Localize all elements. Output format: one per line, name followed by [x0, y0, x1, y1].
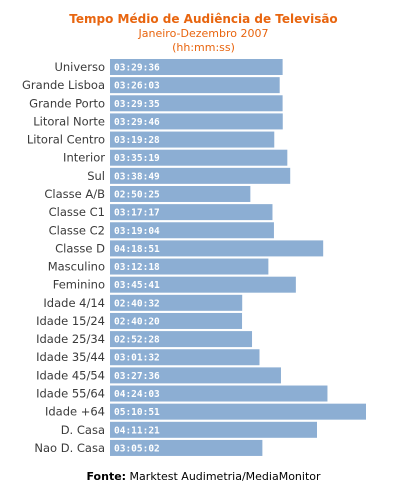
- bar: [110, 294, 243, 311]
- bar: [110, 258, 269, 275]
- category-label: Classe C1: [49, 205, 105, 219]
- value-label: 03:01:32: [114, 353, 160, 364]
- category-label: Grande Lisboa: [22, 78, 105, 92]
- category-label: Idade 45/54: [36, 368, 105, 382]
- category-label: Idade +64: [45, 405, 105, 419]
- category-label: Idade 15/24: [36, 314, 105, 328]
- value-label: 03:12:18: [114, 262, 160, 273]
- bar: [110, 149, 288, 166]
- category-label: Idade 4/14: [43, 296, 105, 310]
- bar: [110, 312, 243, 329]
- category-label: Sul: [87, 169, 105, 183]
- category-label: Feminino: [53, 278, 105, 292]
- category-label: Litoral Centro: [27, 133, 105, 147]
- category-label: Nao D. Casa: [34, 441, 105, 455]
- value-label: 03:45:41: [114, 280, 160, 291]
- category-label: Grande Porto: [29, 96, 105, 110]
- bar: [110, 95, 283, 112]
- value-label: 03:29:35: [114, 99, 160, 110]
- value-label: 03:05:02: [114, 443, 160, 454]
- bar: [110, 421, 317, 438]
- value-label: 03:19:28: [114, 135, 160, 146]
- category-label: Litoral Norte: [33, 114, 105, 128]
- category-label: Idade 55/64: [36, 387, 105, 401]
- source-prefix: Fonte:: [86, 470, 127, 483]
- value-label: 03:19:04: [114, 226, 160, 237]
- bar: [110, 367, 281, 384]
- category-label: Classe A/B: [44, 187, 105, 201]
- value-label: 02:40:32: [114, 298, 160, 309]
- bar: [110, 276, 296, 293]
- bar: [110, 439, 263, 456]
- value-label: 04:18:51: [114, 244, 160, 255]
- bar: [110, 204, 273, 221]
- bar: [110, 131, 275, 148]
- value-label: 03:29:36: [114, 63, 160, 74]
- value-label: 02:40:20: [114, 316, 160, 327]
- bar: [110, 167, 291, 184]
- bar: [110, 385, 328, 402]
- category-label: D. Casa: [61, 423, 105, 437]
- bar: [110, 185, 251, 202]
- value-label: 03:35:19: [114, 153, 160, 164]
- value-label: 03:29:46: [114, 117, 160, 128]
- category-label: Classe D: [55, 241, 105, 255]
- value-label: 03:27:36: [114, 371, 160, 382]
- bar: [110, 59, 283, 75]
- source-text: Marktest Audimetria/MediaMonitor: [126, 470, 321, 483]
- bar: [110, 331, 253, 348]
- category-label: Idade 35/44: [36, 350, 105, 364]
- value-label: 02:52:28: [114, 335, 160, 346]
- value-label: 02:50:25: [114, 189, 160, 200]
- value-label: 03:26:03: [114, 81, 160, 92]
- chart-title: Tempo Médio de Audiência de Televisão: [69, 12, 338, 26]
- chart-unit-label: (hh:mm:ss): [172, 41, 235, 54]
- bar: [110, 349, 260, 366]
- bar: [110, 113, 283, 130]
- value-label: 03:17:17: [114, 208, 160, 219]
- value-label: 04:11:21: [114, 425, 160, 436]
- bar: [110, 222, 274, 239]
- value-label: 04:24:03: [114, 389, 160, 400]
- value-label: 03:38:49: [114, 171, 160, 182]
- source-note: Fonte: Marktest Audimetria/MediaMonitor: [0, 470, 407, 483]
- category-label: Idade 25/34: [36, 332, 105, 346]
- bar: [110, 403, 366, 420]
- category-label: Interior: [63, 151, 105, 165]
- category-label: Classe C2: [49, 223, 105, 237]
- bar: [110, 77, 280, 94]
- value-label: 05:10:51: [114, 407, 160, 418]
- bar: [110, 240, 324, 257]
- category-label: Masculino: [48, 260, 105, 274]
- chart-subtitle: Janeiro-Dezembro 2007: [138, 27, 269, 40]
- category-label: Universo: [54, 60, 105, 74]
